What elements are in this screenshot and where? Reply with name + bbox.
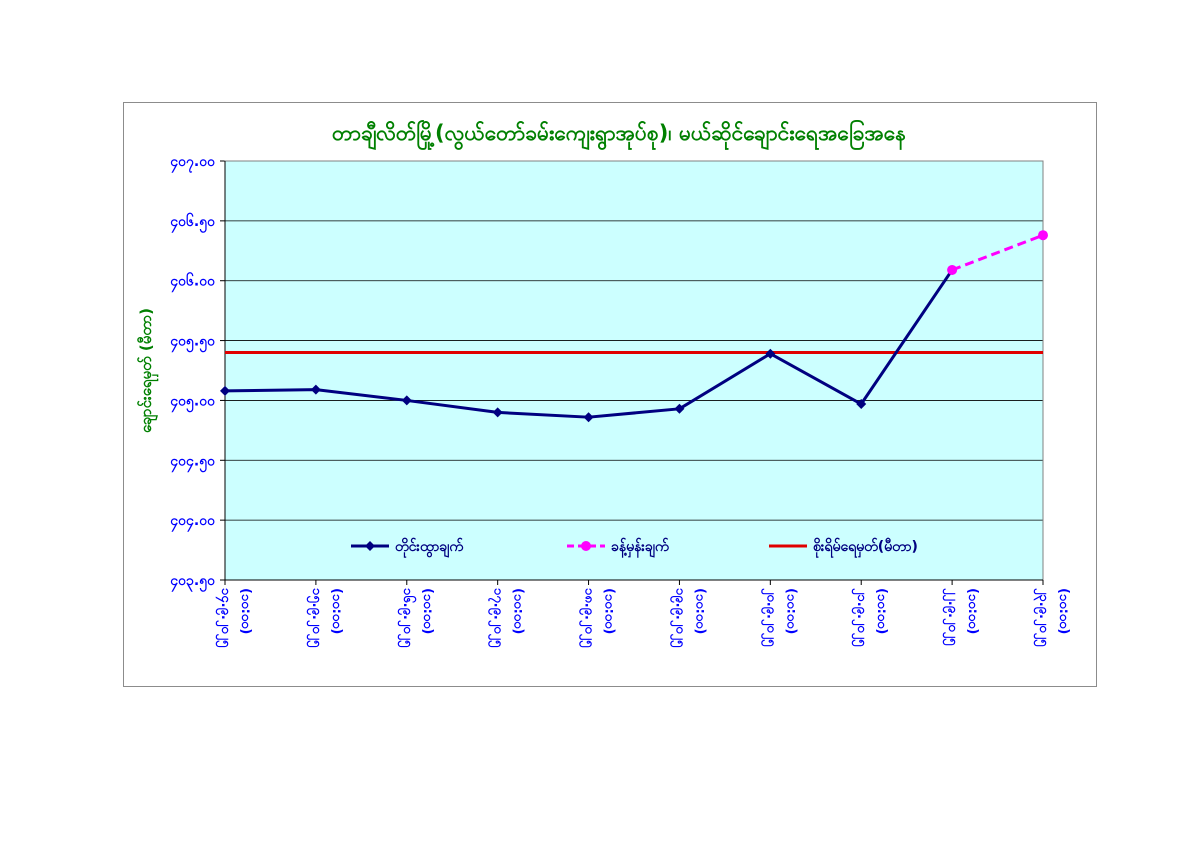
- x-tick-date: ၁၉.၉.၂၀၂၅: [669, 588, 687, 648]
- x-tick-label: ၁၇.၉.၂၀၂၅ (၁၀:၀၀): [488, 588, 526, 648]
- x-tick-date: ၂၀.၉.၂၀၂၅: [760, 588, 778, 647]
- x-tick-labels: ၁၄.၉.၂၀၂၅ (၁၀:၀၀) ၁၅.၉.၂၀၂၅ (၁၀:၀၀) ၁၆.၉.၂၀၂…: [215, 588, 1071, 648]
- y-axis-label: ချောင်းရေမှတ် (မီတာ): [136, 308, 159, 433]
- y-tick-label: ၄၀၃.၅၀: [170, 573, 216, 592]
- axes: [220, 160, 1044, 585]
- x-tick-date: ၂၁.၉.၂၀၂၅: [851, 588, 869, 647]
- chart-title: တာချီလိတ်မြို့(လွယ်တော်ခမ်းကျေးရွာအုပ်စု…: [332, 118, 906, 151]
- x-tick-time: (၁၀:၀၀): [602, 588, 617, 634]
- x-tick-time: (၁၀:၀၀): [420, 588, 435, 634]
- series-line-2: [951, 233, 1044, 272]
- x-tick-time: (၁၀:၀၀): [238, 588, 253, 634]
- x-tick-label: ၂၂.၉.၂၀၂၅ (၁၀:၀၀): [942, 588, 980, 646]
- x-tick-label: ၂၁.၉.၂၀၂၅ (၁၀:၀၀): [851, 588, 889, 647]
- y-tick-label: ၄၀၄.၀၀: [170, 513, 216, 532]
- data-point: [674, 403, 685, 414]
- x-tick-time: (၁၀:၀၀): [511, 588, 526, 634]
- data-point: [1038, 230, 1048, 241]
- x-tick-label: ၁၅.၉.၂၀၂၅ (၁၀:၀၀): [306, 588, 344, 648]
- data-point: [947, 264, 958, 275]
- y-tick-label: ၄၀၅.၀၀: [170, 393, 216, 412]
- legend: တိုင်းထွာချက် ခန့်မှန်းချက် စိုးရိမ်ရေမှတ်…: [351, 538, 918, 558]
- x-tick-date: ၁၇.၉.၂၀၂၅: [488, 588, 506, 648]
- x-tick-time: (၁၀:၀၀): [1056, 588, 1071, 634]
- x-tick-label: ၂၀.၉.၂၀၂၅ (၁၀:၀၀): [760, 588, 798, 647]
- x-tick-date: ၁၈.၉.၂၀၂၅: [579, 588, 597, 648]
- legend-marker: [581, 541, 591, 551]
- y-tick-label: ၄၀၆.၅၀: [170, 213, 216, 233]
- y-tick-labels: ၄၀၇.၀၀၄၀၆.၅၀၄၀၆.၀၀၄၀၅.၅၀၄၀၅.၀၀၄၀၄.၅၀၄၀၄.…: [170, 154, 216, 592]
- x-tick-date: ၁၄.၉.၂၀၂၅: [215, 588, 233, 648]
- x-tick-label: ၁၄.၉.၂၀၂၅ (၁၀:၀၀): [215, 588, 253, 648]
- data-point: [765, 348, 776, 359]
- x-tick-label: ၁၈.၉.၂၀၂၅ (၁၀:၀၀): [579, 588, 617, 648]
- x-tick-date: ၁၆.၉.၂၀၂၅: [397, 588, 417, 648]
- data-point: [856, 399, 867, 410]
- legend-label: ခန့်မှန်းချက်: [611, 538, 670, 558]
- series-layer: [220, 230, 1048, 423]
- legend-label: စိုးရိမ်ရေမှတ်(မီတာ): [813, 538, 918, 558]
- x-tick-time: (၁၀:၀၀): [329, 588, 344, 634]
- x-tick-time: (၁၀:၀၀): [783, 588, 798, 634]
- y-tick-label: ၄၀၄.၅၀: [170, 453, 216, 472]
- legend-label: တိုင်းထွာချက်: [395, 538, 464, 558]
- x-tick-label: ၁၆.၉.၂၀၂၅ (၁၀:၀၀): [397, 588, 435, 648]
- x-tick-date: ၂၂.၉.၂၀၂၅: [942, 588, 960, 646]
- x-tick-date: ၂၃.၉.၂၀၂၅: [1033, 588, 1051, 647]
- x-tick-date: ၁၅.၉.၂၀၂၅: [306, 588, 324, 648]
- x-tick-label: ၁၉.၉.၂၀၂၅ (၁၀:၀၀): [669, 588, 707, 648]
- chart-svg: တာချီလိတ်မြို့(လွယ်တော်ခမ်းကျေးရွာအုပ်စု…: [136, 118, 1071, 648]
- y-tick-label: ၄၀၆.၀၀: [170, 273, 216, 293]
- x-tick-time: (၁၀:၀၀): [874, 588, 889, 634]
- legend-marker: [365, 541, 375, 551]
- y-tick-label: ၄၀၇.၀၀: [170, 154, 216, 173]
- x-tick-label: ၂၃.၉.၂၀၂၅ (၁၀:၀၀): [1033, 588, 1071, 647]
- plot-area: [225, 161, 1043, 580]
- x-tick-time: (၁၀:၀၀): [692, 588, 707, 634]
- x-tick-time: (၁၀:၀၀): [965, 588, 980, 634]
- data-point: [401, 395, 412, 406]
- grid-lines: [225, 220, 1043, 521]
- data-point: [310, 384, 321, 395]
- y-tick-label: ၄၀၅.၅၀: [170, 334, 216, 353]
- data-point: [583, 412, 594, 423]
- data-point: [492, 407, 503, 418]
- chart-frame: တာချီလိတ်မြို့(လွယ်တော်ခမ်းကျေးရွာအုပ်စု…: [123, 102, 1097, 687]
- data-point: [220, 385, 230, 396]
